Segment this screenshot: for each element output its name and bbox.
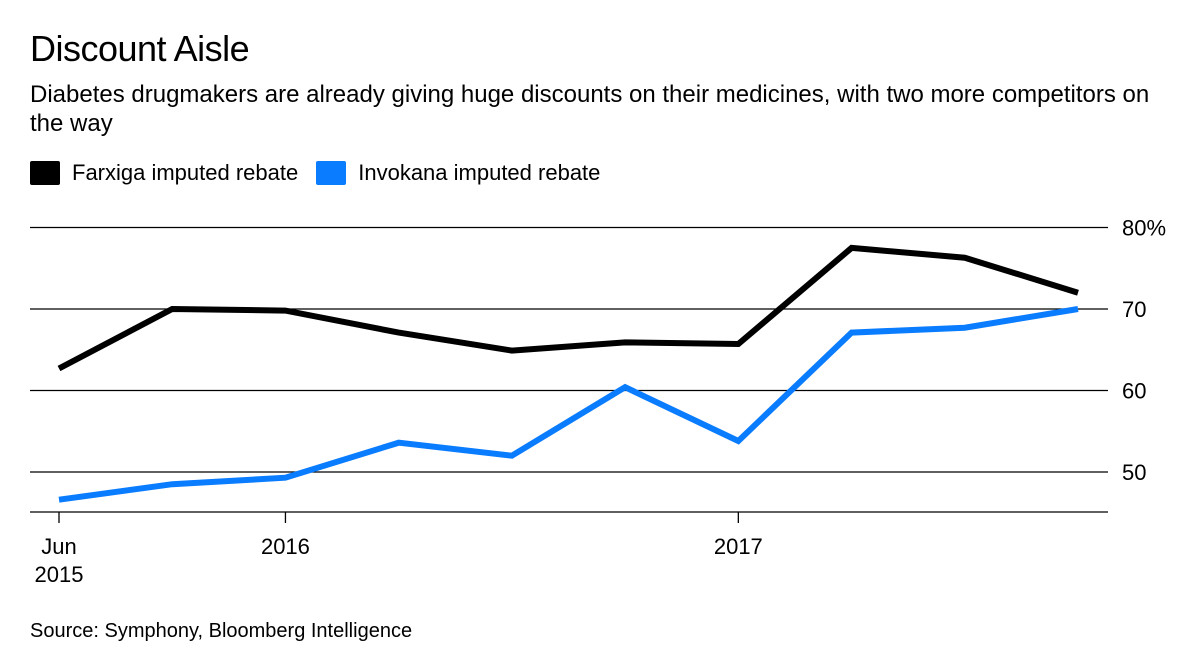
x-tick-label-2015-06: Jun 2015 [35, 534, 84, 587]
legend-label-farxiga: Farxiga imputed rebate [72, 160, 299, 185]
legend-item-invokana: Invokana imputed rebate [316, 160, 600, 186]
x-tick-label-line: 2017 [714, 534, 763, 559]
series-line-invokana [58, 306, 1079, 503]
x-tick-label-line: 2016 [261, 534, 310, 559]
chart-title: Discount Aisle [30, 28, 250, 69]
legend: Farxiga imputed rebate Invokana imputed … [30, 160, 618, 186]
y-tick-label-50: 50 [1122, 460, 1146, 485]
legend-label-invokana: Invokana imputed rebate [358, 160, 601, 185]
source-note: Source: Symphony, Bloomberg Intelligence [30, 620, 413, 642]
x-tick-label-line: 2015 [35, 562, 84, 587]
chart-subtitle: Diabetes drugmakers are already giving h… [30, 81, 1150, 137]
x-tick-label-2015-12: 2016 [261, 534, 310, 559]
legend-item-farxiga: Farxiga imputed rebate [30, 160, 298, 186]
y-tick-label-80: 80% [1122, 216, 1166, 241]
legend-swatch-farxiga [30, 161, 60, 185]
series-line-farxiga [57, 244, 1079, 372]
x-tick-label-2016-12: 2017 [714, 534, 763, 559]
y-tick-label-60: 60 [1122, 379, 1146, 404]
y-tick-label-70: 70 [1122, 297, 1146, 322]
legend-swatch-invokana [316, 161, 347, 185]
x-tick-label-line: Jun [41, 534, 76, 559]
